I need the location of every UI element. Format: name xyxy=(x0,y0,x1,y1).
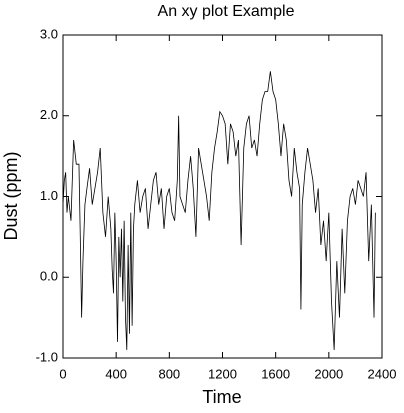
chart-title: An xy plot Example xyxy=(158,3,295,20)
x-tick-label: 1200 xyxy=(208,366,237,381)
y-tick-label: 1.0 xyxy=(40,188,58,203)
y-tick-label: 2.0 xyxy=(40,107,58,122)
x-tick-label: 2400 xyxy=(368,366,397,381)
x-tick-label: 400 xyxy=(105,366,127,381)
y-tick-label: -1.0 xyxy=(36,349,58,364)
x-tick-label: 1600 xyxy=(261,366,290,381)
y-tick-label: 3.0 xyxy=(40,26,58,41)
x-axis-label: Time xyxy=(202,387,241,407)
y-tick-label: 0.0 xyxy=(40,269,58,284)
x-tick-label: 0 xyxy=(59,366,66,381)
y-axis-label: Dust (ppm) xyxy=(1,151,21,240)
x-tick-label: 2000 xyxy=(314,366,343,381)
x-tick-label: 800 xyxy=(158,366,180,381)
plot-frame xyxy=(62,34,383,359)
data-line xyxy=(62,71,376,350)
